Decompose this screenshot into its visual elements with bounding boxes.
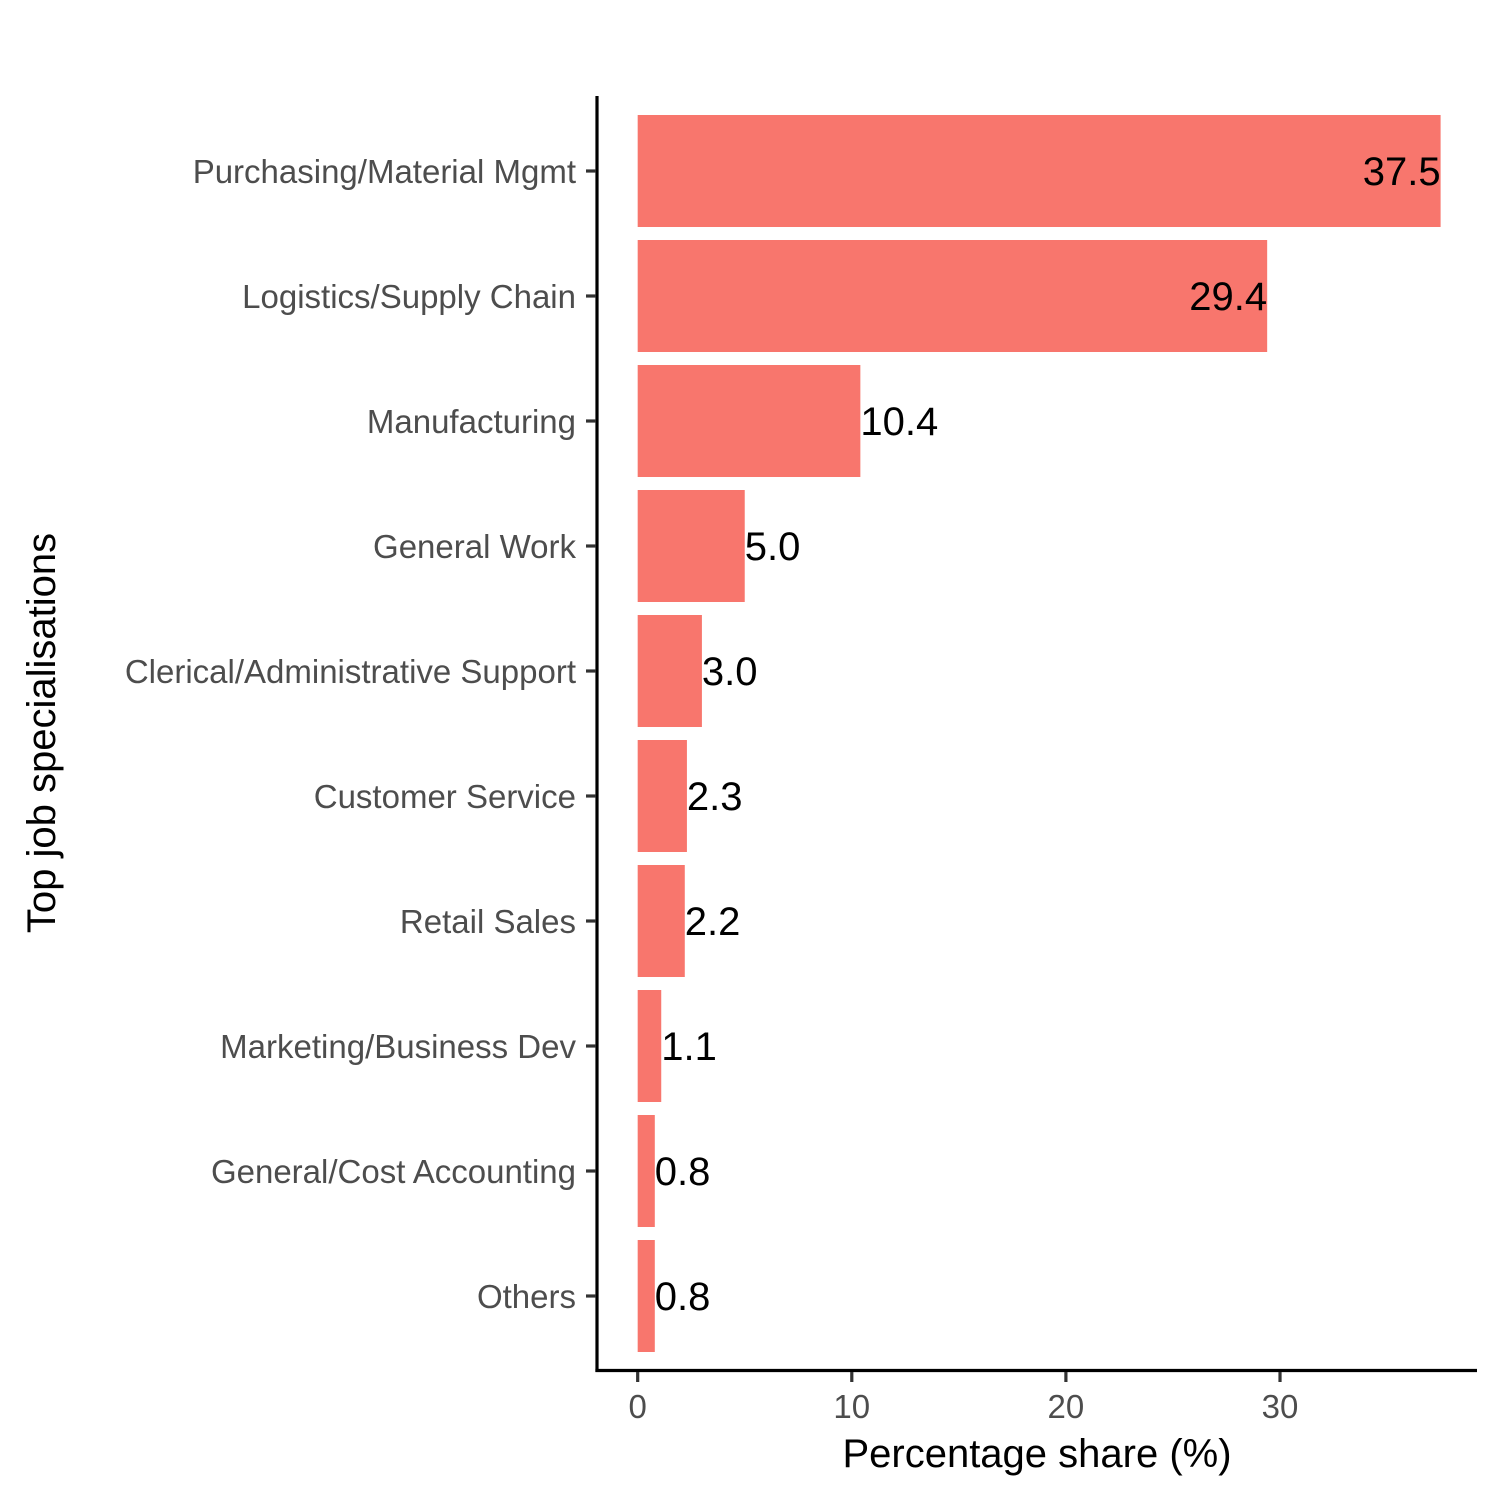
data-label: 37.5	[1363, 150, 1441, 194]
y-axis-title: Top job specialisations	[20, 533, 64, 933]
bar	[637, 115, 1441, 227]
y-tick-label: General/Cost Accounting	[211, 1153, 576, 1190]
bar	[637, 240, 1268, 352]
y-tick-label: Marketing/Business Dev	[220, 1028, 576, 1065]
y-tick-label: Retail Sales	[400, 903, 576, 940]
data-label: 3.0	[702, 650, 758, 694]
y-tick-label: Clerical/Administrative Support	[125, 653, 576, 690]
x-tick-label: 20	[1048, 1388, 1085, 1425]
bar	[637, 1115, 655, 1227]
data-label: 2.3	[687, 775, 743, 819]
data-label: 0.8	[655, 1275, 711, 1319]
y-tick-label: Customer Service	[314, 778, 576, 815]
x-axis-title: Percentage share (%)	[842, 1432, 1231, 1476]
data-label: 5.0	[745, 525, 801, 569]
bar	[637, 740, 687, 852]
y-tick-label: General Work	[373, 528, 576, 565]
bar	[637, 490, 745, 602]
bar	[637, 990, 662, 1102]
bar	[637, 865, 685, 977]
y-tick-label: Purchasing/Material Mgmt	[193, 153, 576, 190]
x-axis: 0 10 20 30	[595, 1368, 1477, 1425]
bars-layer	[637, 115, 1441, 1352]
bar	[637, 1240, 655, 1352]
data-label: 29.4	[1189, 275, 1267, 319]
data-label: 10.4	[860, 400, 938, 444]
bar	[637, 365, 861, 477]
x-tick-label: 10	[833, 1388, 870, 1425]
data-label: 0.8	[655, 1150, 711, 1194]
x-tick-label: 30	[1262, 1388, 1299, 1425]
data-labels-layer: 37.5 29.4 10.4 5.0 3.0 2.3 2.2 1.1 0.8 0.8	[655, 150, 1441, 1319]
bar	[637, 615, 702, 727]
y-tick-label: Others	[477, 1278, 576, 1315]
x-tick-label: 0	[629, 1388, 647, 1425]
y-tick-label: Manufacturing	[367, 403, 576, 440]
data-label: 1.1	[661, 1025, 717, 1069]
data-label: 2.2	[685, 900, 741, 944]
y-axis: Purchasing/Material Mgmt Logistics/Supply…	[125, 96, 599, 1372]
y-tick-label: Logistics/Supply Chain	[242, 278, 576, 315]
